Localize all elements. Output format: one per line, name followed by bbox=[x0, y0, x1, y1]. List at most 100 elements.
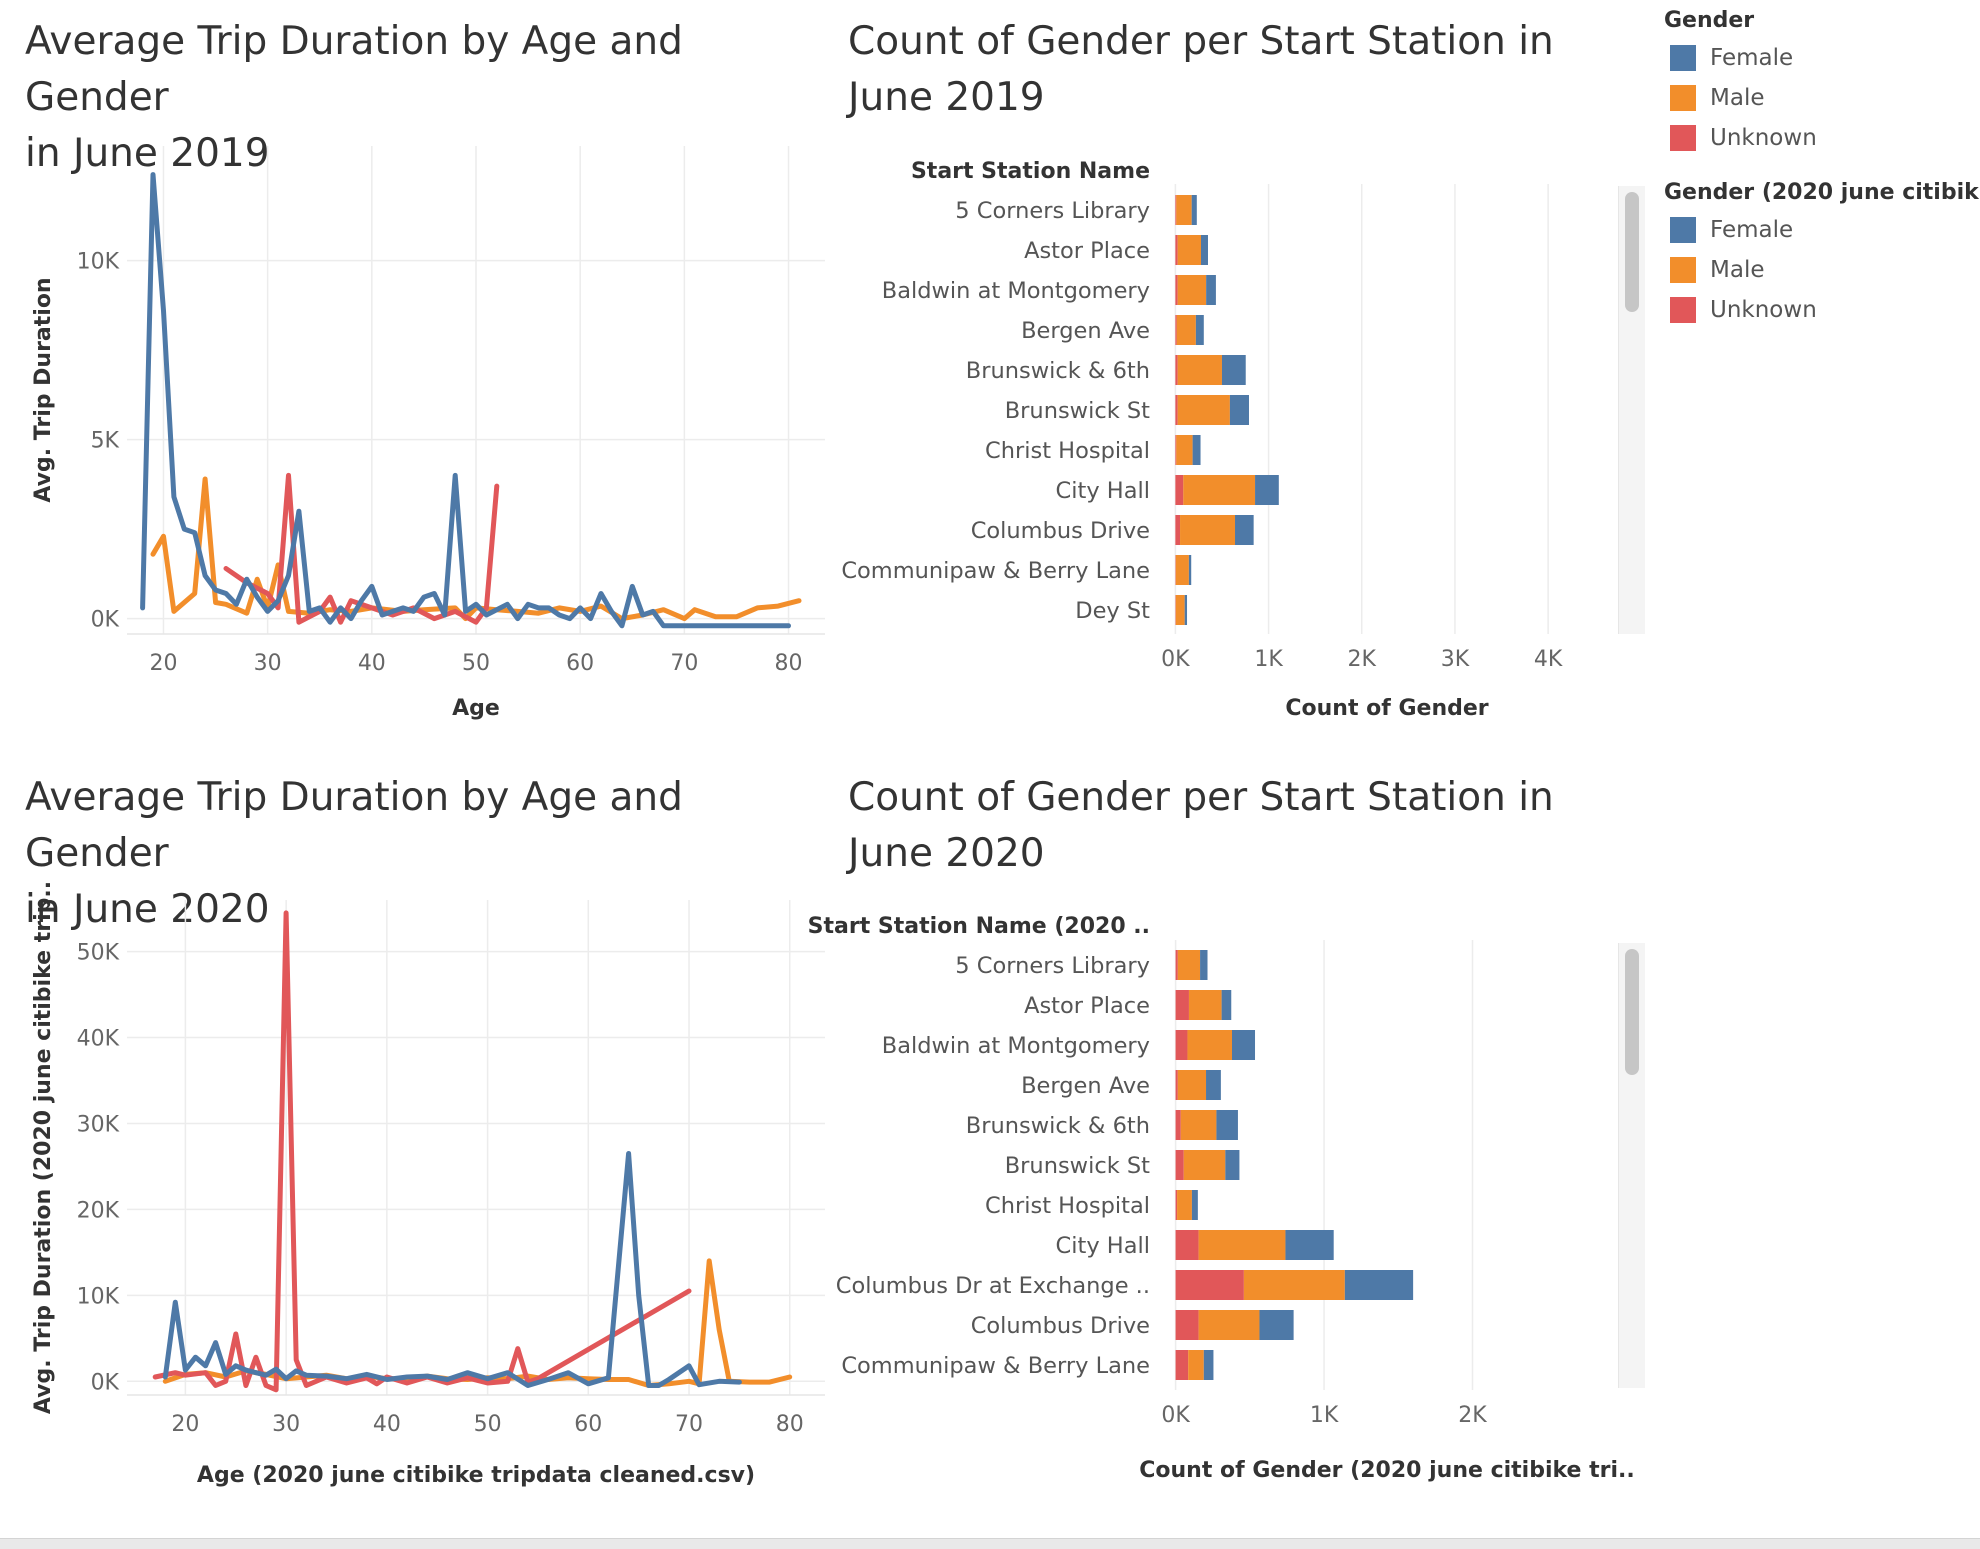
bar-segment-unknown[interactable] bbox=[1176, 1230, 1199, 1260]
bar-segment-male[interactable] bbox=[1176, 555, 1189, 585]
bar-segment-unknown[interactable] bbox=[1175, 355, 1177, 385]
bar-segment-unknown[interactable] bbox=[1176, 950, 1178, 980]
bar-segment-unknown[interactable] bbox=[1175, 515, 1180, 545]
bar-segment-male[interactable] bbox=[1176, 195, 1191, 225]
bar-segment-male[interactable] bbox=[1178, 235, 1201, 265]
bar-segment-unknown[interactable] bbox=[1176, 1310, 1199, 1340]
bar-segment-female[interactable] bbox=[1192, 1190, 1198, 1220]
bar-segment-unknown[interactable] bbox=[1176, 990, 1189, 1020]
legend-item-female[interactable]: Female bbox=[1664, 210, 1980, 250]
bar-segment-male[interactable] bbox=[1178, 1070, 1206, 1100]
legend-item-male[interactable]: Male bbox=[1664, 78, 1817, 118]
y-tick-label: 5K bbox=[91, 429, 120, 454]
bar-segment-male[interactable] bbox=[1189, 990, 1222, 1020]
bar-segment-unknown[interactable] bbox=[1176, 1150, 1184, 1180]
bar-segment-unknown[interactable] bbox=[1175, 395, 1177, 425]
legend-item-female[interactable]: Female bbox=[1664, 38, 1817, 78]
bar-segment-male[interactable] bbox=[1176, 595, 1185, 625]
category-label: Brunswick St bbox=[1005, 398, 1150, 424]
bar-segment-male[interactable] bbox=[1188, 1350, 1204, 1380]
x-axis-title: Count of Gender (2020 june citibike tri.… bbox=[1139, 1458, 1634, 1483]
x-tick-label: 20 bbox=[149, 651, 177, 676]
bar-segment-female[interactable] bbox=[1255, 475, 1279, 505]
bar-segment-female[interactable] bbox=[1232, 1030, 1255, 1060]
bar-segment-male[interactable] bbox=[1183, 475, 1255, 505]
bar-segment-unknown[interactable] bbox=[1175, 275, 1177, 305]
category-label: Communipaw & Berry Lane bbox=[841, 558, 1150, 584]
bar-segment-female[interactable] bbox=[1200, 950, 1207, 980]
bar-segment-male[interactable] bbox=[1180, 515, 1235, 545]
legend-label-male: Male bbox=[1710, 257, 1764, 283]
legend-label-female: Female bbox=[1710, 45, 1793, 71]
bar-segment-male[interactable] bbox=[1177, 1190, 1192, 1220]
bar-segment-unknown[interactable] bbox=[1175, 315, 1176, 345]
y-tick-label: 20K bbox=[77, 1198, 120, 1223]
legend-label-male: Male bbox=[1710, 85, 1764, 111]
bar-segment-female[interactable] bbox=[1345, 1270, 1413, 1300]
bar-segment-female[interactable] bbox=[1235, 515, 1254, 545]
bar-segment-female[interactable] bbox=[1259, 1310, 1293, 1340]
legend-title: Gender bbox=[1664, 4, 1817, 38]
x-tick-label: 60 bbox=[574, 1412, 602, 1437]
bar-segment-female[interactable] bbox=[1196, 315, 1204, 345]
legend-label-unknown: Unknown bbox=[1710, 125, 1817, 151]
legend-item-male[interactable]: Male bbox=[1664, 250, 1980, 290]
bar-segment-female[interactable] bbox=[1222, 990, 1232, 1020]
bar-segment-unknown[interactable] bbox=[1175, 435, 1176, 465]
legend-item-unknown[interactable]: Unknown bbox=[1664, 118, 1817, 158]
bar-segment-male[interactable] bbox=[1176, 435, 1192, 465]
bar-segment-female[interactable] bbox=[1192, 195, 1197, 225]
station-2019-scrollbar-thumb[interactable] bbox=[1625, 192, 1639, 312]
bar-segment-female[interactable] bbox=[1201, 235, 1208, 265]
bar-segment-unknown[interactable] bbox=[1176, 1110, 1181, 1140]
y-tick-label: 10K bbox=[77, 250, 120, 275]
bar-segment-unknown[interactable] bbox=[1176, 1190, 1177, 1220]
bar-segment-male[interactable] bbox=[1244, 1270, 1345, 1300]
bar-segment-female[interactable] bbox=[1189, 555, 1191, 585]
bar-segment-female[interactable] bbox=[1216, 1110, 1238, 1140]
bar-segment-unknown[interactable] bbox=[1176, 1350, 1189, 1380]
bar-segment-unknown[interactable] bbox=[1175, 235, 1177, 265]
bar-segment-female[interactable] bbox=[1204, 1350, 1214, 1380]
bar-segment-male[interactable] bbox=[1199, 1310, 1260, 1340]
bar-segment-female[interactable] bbox=[1206, 275, 1216, 305]
bar-segment-unknown[interactable] bbox=[1175, 195, 1176, 225]
bar-segment-male[interactable] bbox=[1184, 1150, 1226, 1180]
bar-segment-male[interactable] bbox=[1178, 275, 1206, 305]
station-2020-scrollbar[interactable] bbox=[1618, 943, 1645, 1388]
chart-title-station-2020: Count of Gender per Start Station in Jun… bbox=[848, 770, 1608, 882]
category-label: 5 Corners Library bbox=[955, 953, 1150, 979]
series-line-female[interactable] bbox=[143, 175, 789, 626]
bar-segment-female[interactable] bbox=[1225, 1150, 1239, 1180]
bar-segment-female[interactable] bbox=[1193, 435, 1201, 465]
bar-segment-female[interactable] bbox=[1230, 395, 1249, 425]
bar-segment-female[interactable] bbox=[1185, 595, 1187, 625]
series-line-unknown[interactable] bbox=[155, 913, 689, 1390]
bar-segment-male[interactable] bbox=[1178, 355, 1222, 385]
bar-segment-male[interactable] bbox=[1181, 1110, 1217, 1140]
legend-item-unknown[interactable]: Unknown bbox=[1664, 290, 1980, 330]
x-tick-label: 70 bbox=[670, 651, 698, 676]
x-tick-label: 30 bbox=[254, 651, 282, 676]
bar-segment-female[interactable] bbox=[1222, 355, 1246, 385]
bar-segment-male[interactable] bbox=[1177, 315, 1196, 345]
bar-segment-unknown[interactable] bbox=[1175, 475, 1183, 505]
bar-segment-female[interactable] bbox=[1206, 1070, 1221, 1100]
bar-segment-male[interactable] bbox=[1178, 395, 1230, 425]
bar-segment-female[interactable] bbox=[1285, 1230, 1333, 1260]
category-label: Christ Hospital bbox=[985, 1193, 1150, 1219]
bar-segment-male[interactable] bbox=[1199, 1230, 1286, 1260]
station-2020-scrollbar-thumb[interactable] bbox=[1625, 949, 1639, 1075]
bar-segment-unknown[interactable] bbox=[1176, 1270, 1244, 1300]
series-line-female[interactable] bbox=[165, 1154, 739, 1386]
station-2019-scrollbar[interactable] bbox=[1618, 186, 1645, 634]
bar-segment-unknown[interactable] bbox=[1176, 1030, 1188, 1060]
bar-segment-male[interactable] bbox=[1178, 950, 1200, 980]
legend-gender-2020: Gender (2020 june citibik.. Female Male … bbox=[1664, 176, 1980, 330]
bar-segment-male[interactable] bbox=[1187, 1030, 1232, 1060]
bar-segment-unknown[interactable] bbox=[1176, 1070, 1178, 1100]
